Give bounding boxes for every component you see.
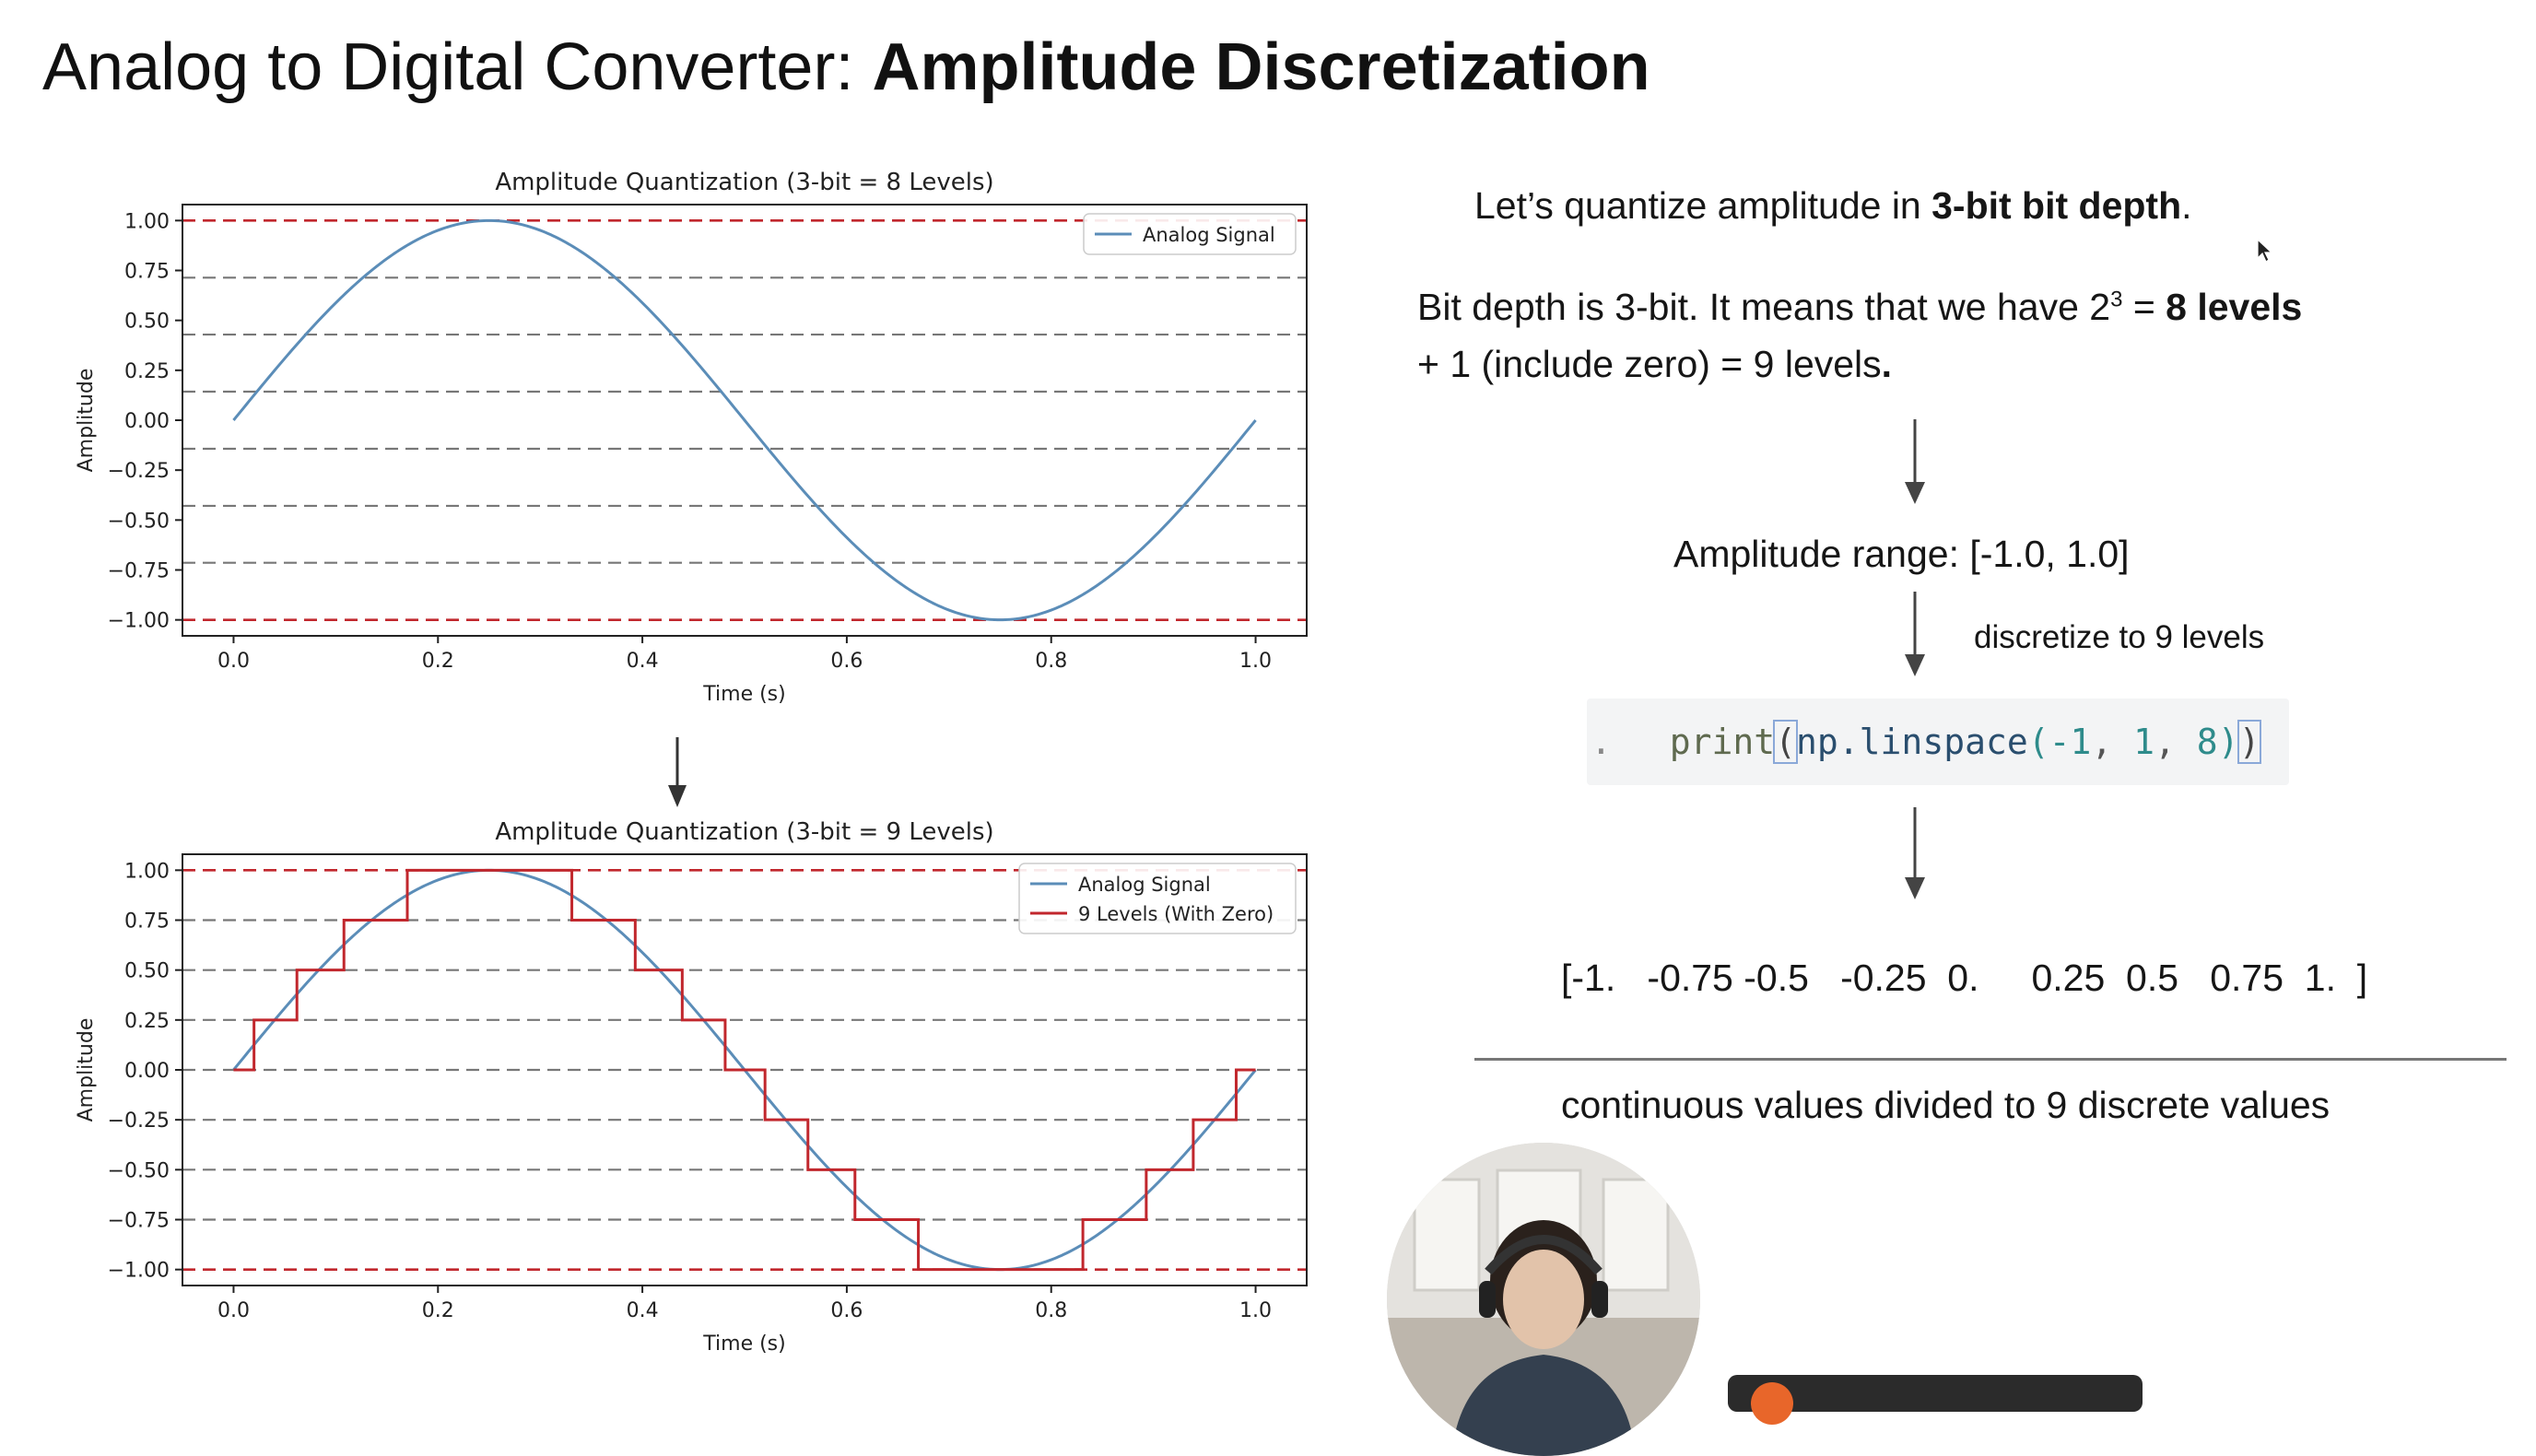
code-paren-close: ) [2237, 720, 2262, 764]
x-tick-label: 0.2 [422, 1299, 454, 1322]
divider-line [1474, 1058, 2507, 1061]
code-snippet: . print(np.linspace(-1, 1, 8)) [1587, 699, 2289, 785]
y-tick-label: 0.50 [124, 311, 170, 334]
y-tick-label: −0.75 [108, 560, 170, 583]
y-tick-label: 0.25 [124, 360, 170, 383]
y-tick-label: −0.50 [108, 1159, 170, 1182]
slide-title: Analog to Digital Converter: Amplitude D… [42, 26, 1650, 109]
code-arg-num: 8 [2196, 722, 2218, 762]
y-tick-label: 1.00 [124, 860, 170, 883]
y-tick-label: −0.50 [108, 510, 170, 533]
code-comma-2: , [2154, 722, 2197, 762]
y-tick-label: −1.00 [108, 1260, 170, 1283]
code-call: np.linspace [1796, 722, 2028, 762]
code-paren-inner: ( [2027, 722, 2049, 762]
bit-depth-line: Bit depth is 3-bit. It means that we hav… [1417, 286, 2302, 329]
down-arrow-icon [668, 737, 687, 807]
presenter-webcam [1387, 1143, 1700, 1456]
bit-depth-text: Bit depth is 3-bit. It means that we hav… [1417, 286, 2111, 328]
bit-depth-levels: 8 levels [2166, 286, 2303, 328]
y-axis-label: Amplitude [75, 1018, 98, 1122]
y-tick-label: 0.00 [124, 410, 170, 433]
x-tick-label: 0.8 [1035, 650, 1067, 673]
quantize-intro-end: . [2181, 184, 2192, 227]
quantize-intro-text: Let’s quantize amplitude in [1474, 184, 1932, 227]
y-axis-label: Amplitude [75, 369, 98, 473]
down-arrow-icon [1905, 419, 1925, 504]
chart-8-levels: Amplitude Quantization (3-bit = 8 Levels… [75, 169, 1308, 706]
quantized-signal-line [233, 868, 1256, 1272]
y-tick-label: 0.00 [124, 1060, 170, 1083]
y-tick-label: 0.75 [124, 910, 170, 933]
code-paren-open: ( [1773, 720, 1799, 764]
y-tick-label: 1.00 [124, 210, 170, 233]
mouse-cursor-icon [2257, 238, 2273, 263]
legend-label: Analog Signal [1078, 874, 1211, 896]
bottom-caption: continuous values divided to 9 discrete … [1561, 1084, 2331, 1126]
code-prefix: . [1591, 722, 1633, 762]
x-tick-label: 1.0 [1239, 650, 1272, 673]
y-tick-label: −1.00 [108, 610, 170, 633]
code-arg-stop: 1 [2133, 722, 2155, 762]
legend-box [1018, 863, 1297, 934]
x-tick-label: 0.6 [830, 650, 863, 673]
chart-title: Amplitude Quantization (3-bit = 9 Levels… [495, 818, 993, 846]
discretize-label: discretize to 9 levels [1974, 619, 2265, 655]
x-tick-label: 1.0 [1239, 1299, 1272, 1322]
down-arrow-icon [1905, 807, 1925, 899]
levels-period: . [1881, 343, 1893, 385]
chart-title: Amplitude Quantization (3-bit = 8 Levels… [495, 169, 993, 196]
presenter-image [1387, 1143, 1700, 1456]
y-tick-label: −0.25 [108, 1110, 170, 1133]
x-tick-label: 0.0 [217, 1299, 250, 1322]
x-tick-label: 0.4 [627, 1299, 659, 1322]
x-axis-label: Time (s) [702, 1333, 785, 1356]
bit-depth-exponent: 3 [2110, 287, 2123, 312]
x-tick-label: 0.4 [627, 650, 659, 673]
levels-text: + 1 (include zero) = 9 levels [1417, 343, 1882, 385]
y-tick-label: 0.75 [124, 261, 170, 284]
code-function: print [1669, 722, 1776, 762]
down-arrow-icon [1905, 592, 1925, 676]
linspace-output: [-1. -0.75 -0.5 -0.25 0. 0.25 0.5 0.75 1… [1561, 957, 2368, 999]
code-arg-start: -1 [2049, 722, 2092, 762]
quantize-intro: Let’s quantize amplitude in 3-bit bit de… [1474, 184, 2192, 228]
slide-title-bold: Amplitude Discretization [872, 30, 1650, 104]
legend-box [1083, 213, 1297, 255]
levels-line: + 1 (include zero) = 9 levels. [1417, 343, 1892, 386]
x-tick-label: 0.2 [422, 650, 454, 673]
analog-signal-line [232, 218, 1257, 622]
x-tick-label: 0.8 [1035, 1299, 1067, 1322]
y-tick-label: 0.50 [124, 960, 170, 983]
code-comma-1: , [2091, 722, 2134, 762]
legend-label: Analog Signal [1143, 224, 1275, 246]
chart-9-levels: Amplitude Quantization (3-bit = 9 Levels… [75, 818, 1308, 1356]
legend-label: 9 Levels (With Zero) [1078, 903, 1274, 925]
bit-depth-equals: = [2122, 286, 2166, 328]
x-axis-label: Time (s) [702, 683, 785, 706]
code-paren-inner-close: ) [2217, 722, 2239, 762]
overlay-avatar-icon [1751, 1382, 1793, 1425]
x-tick-label: 0.6 [830, 1299, 863, 1322]
amplitude-range: Amplitude range: [-1.0, 1.0] [1673, 533, 2130, 575]
x-tick-label: 0.0 [217, 650, 250, 673]
y-tick-label: −0.25 [108, 460, 170, 483]
y-tick-label: −0.75 [108, 1210, 170, 1233]
quantize-intro-bold: 3-bit bit depth [1931, 184, 2182, 227]
y-tick-label: 0.25 [124, 1010, 170, 1033]
slide-title-plain: Analog to Digital Converter: [42, 30, 873, 104]
